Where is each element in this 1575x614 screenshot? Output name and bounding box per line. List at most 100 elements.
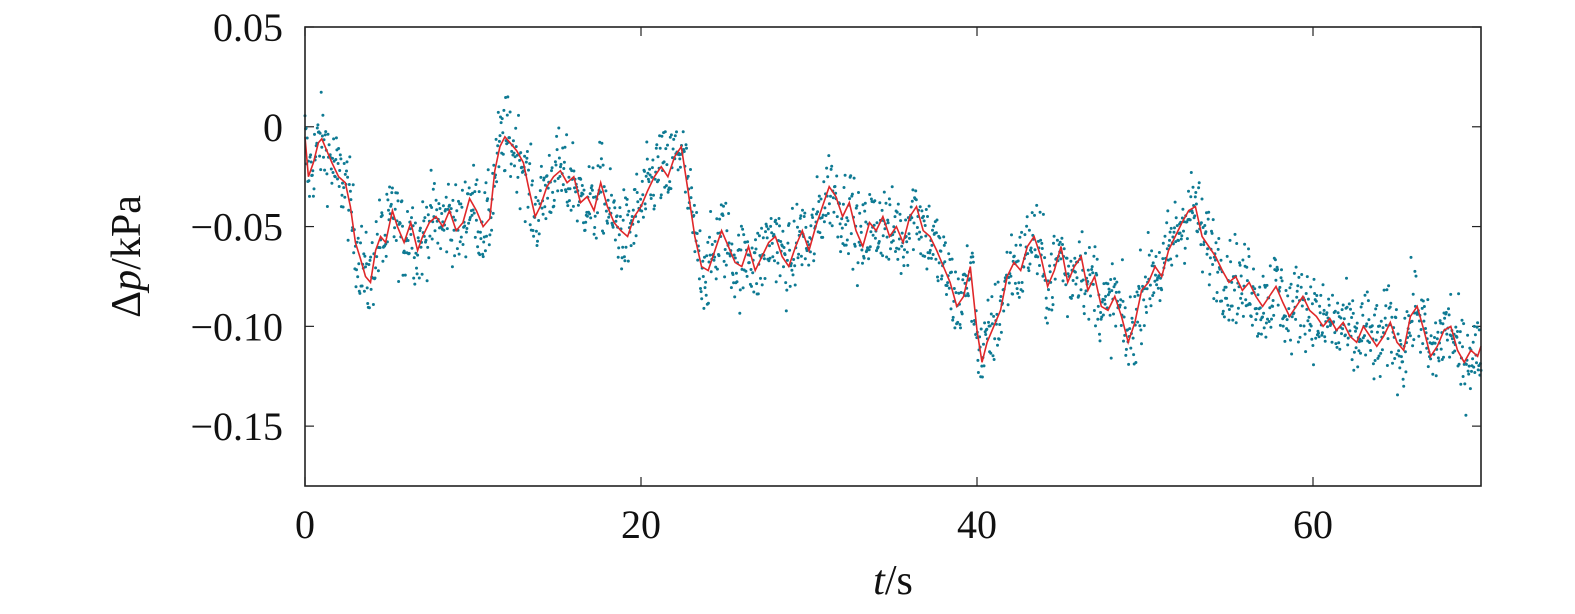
scatter-point — [626, 259, 630, 263]
scatter-point — [657, 178, 660, 182]
scatter-point — [1086, 268, 1090, 272]
scatter-point — [1005, 250, 1009, 254]
scatter-point — [1431, 372, 1435, 376]
scatter-point — [1026, 252, 1030, 256]
scatter-point — [896, 257, 900, 261]
scatter-point — [424, 238, 428, 242]
scatter-point — [1166, 209, 1170, 213]
scatter-point — [1215, 299, 1219, 303]
scatter-point — [506, 95, 510, 99]
scatter-point — [459, 202, 463, 206]
scatter-point — [729, 286, 733, 290]
scatter-point — [558, 175, 562, 178]
scatter-point — [444, 195, 448, 199]
scatter-point — [624, 245, 628, 249]
scatter-point — [620, 267, 624, 271]
scatter-point — [571, 141, 575, 145]
scatter-point — [1208, 272, 1212, 276]
scatter-point — [972, 322, 976, 326]
scatter-point — [349, 198, 353, 202]
scatter-point — [311, 194, 315, 198]
scatter-point — [327, 143, 331, 147]
scatter-point — [358, 291, 362, 295]
scatter-point — [1189, 195, 1193, 199]
scatter-point — [640, 179, 644, 183]
scatter-point — [1315, 294, 1319, 297]
scatter-point — [1265, 283, 1269, 287]
scatter-point — [649, 193, 653, 197]
scatter-point — [561, 183, 565, 187]
scatter-point — [592, 232, 596, 236]
scatter-point — [646, 177, 650, 181]
scatter-point — [821, 213, 825, 217]
scatter-point — [1055, 238, 1059, 242]
scatter-point — [1441, 322, 1445, 326]
scatter-point — [922, 219, 926, 223]
scatter-point — [689, 196, 693, 200]
scatter-point — [497, 139, 501, 143]
scatter-point — [508, 136, 511, 140]
scatter-point — [308, 194, 311, 198]
scatter-point — [1222, 288, 1226, 292]
scatter-point — [565, 200, 569, 204]
scatter-point — [1149, 304, 1153, 308]
scatter-point — [822, 220, 826, 224]
scatter-point — [845, 216, 849, 220]
scatter-point — [1361, 313, 1365, 317]
scatter-point — [538, 189, 542, 193]
scatter-point — [695, 211, 699, 214]
scatter-point — [1300, 273, 1304, 276]
scatter-point — [852, 176, 856, 180]
scatter-point — [1077, 240, 1081, 244]
scatter-point — [464, 230, 468, 234]
scatter-point — [690, 186, 694, 190]
scatter-point — [1454, 325, 1458, 329]
scatter-point — [572, 169, 576, 173]
scatter-point — [1345, 276, 1348, 280]
scatter-point — [728, 254, 732, 258]
scatter-point — [1107, 287, 1111, 291]
scatter-point — [1075, 276, 1079, 280]
scatter-point — [1289, 338, 1292, 342]
scatter-point — [514, 126, 518, 130]
scatter-point — [1476, 321, 1480, 325]
scatter-point — [584, 220, 588, 224]
scatter-point — [658, 134, 662, 138]
scatter-point — [567, 199, 571, 203]
scatter-point — [919, 235, 923, 239]
scatter-point — [863, 209, 867, 213]
scatter-point — [512, 151, 516, 155]
scatter-point — [644, 174, 648, 178]
scatter-point — [381, 259, 385, 263]
scatter-point — [1351, 311, 1355, 315]
scatter-point — [1264, 335, 1268, 339]
scatter-point — [696, 258, 700, 262]
scatter-point — [849, 232, 853, 236]
scatter-point — [1346, 336, 1350, 340]
scatter-point — [591, 166, 595, 170]
axis-ticks — [304, 26, 1481, 486]
scatter-point — [812, 252, 816, 256]
scatter-point — [1433, 341, 1437, 345]
scatter-point — [1461, 345, 1464, 349]
scatter-point — [1161, 241, 1165, 245]
scatter-point — [1370, 324, 1374, 328]
scatter-point — [632, 241, 636, 245]
scatter-point — [766, 227, 770, 231]
scatter-point — [1357, 349, 1361, 353]
scatter-point — [1043, 256, 1047, 260]
scatter-point — [900, 244, 904, 248]
scatter-point — [1378, 375, 1382, 378]
scatter-point — [1071, 279, 1075, 282]
scatter-point — [1150, 264, 1154, 268]
scatter-point — [474, 183, 478, 186]
scatter-point — [606, 198, 610, 202]
scatter-point — [325, 172, 329, 176]
scatter-point — [336, 177, 339, 181]
scatter-point — [486, 197, 490, 201]
scatter-point — [971, 255, 975, 259]
scatter-point — [889, 247, 892, 251]
scatter-point — [413, 282, 417, 286]
scatter-point — [989, 351, 993, 355]
scatter-point — [1320, 333, 1324, 337]
